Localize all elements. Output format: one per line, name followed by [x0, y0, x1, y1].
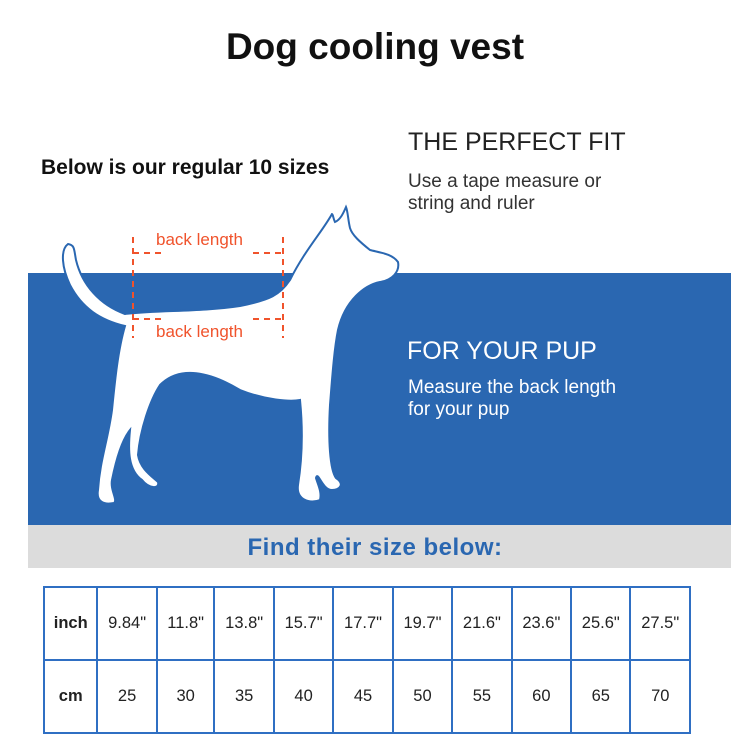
table-cell: 40	[272, 659, 335, 734]
for-pup-line: Measure the back length	[408, 377, 617, 398]
table-cell: 50	[391, 659, 454, 734]
find-size-heading: Find their size below:	[247, 534, 503, 561]
table-row-cm: cm 25 30 35 40 45 50 55 60 65 70	[42, 659, 691, 734]
perfect-fit-line: Use a tape measure or	[408, 171, 602, 192]
table-cell: 9.84"	[96, 586, 158, 661]
table-cell: 30	[155, 659, 216, 734]
back-length-measure	[132, 237, 284, 338]
back-length-label-bottom: back length	[156, 322, 243, 341]
perfect-fit-heading: THE PERFECT FIT	[408, 128, 626, 156]
subtitle: Below is our regular 10 sizes	[41, 156, 330, 179]
perfect-fit-line: string and ruler	[408, 193, 535, 214]
gray-band	[28, 525, 731, 568]
table-cell: 27.5"	[629, 586, 691, 661]
size-table: inch 9.84" 11.8" 13.8" 15.7" 17.7" 19.7"…	[42, 586, 691, 734]
for-pup-text: Measure the back length for your pup	[408, 377, 616, 421]
table-cell: 55	[451, 659, 513, 734]
table-cell: 21.6"	[451, 586, 513, 661]
table-cell: 25.6"	[570, 586, 632, 661]
table-cell: 60	[510, 659, 573, 734]
table-cell: 23.6"	[510, 586, 573, 661]
table-cell: 11.8"	[155, 586, 216, 661]
back-length-label-top: back length	[156, 230, 243, 249]
perfect-fit-text: Use a tape measure or string and ruler	[408, 171, 601, 215]
row-header: cm	[42, 659, 99, 734]
dog-silhouette-icon	[62, 204, 400, 505]
table-cell: 65	[570, 659, 632, 734]
for-pup-heading: FOR YOUR PUP	[407, 337, 597, 365]
table-cell: 25	[96, 659, 158, 734]
table-cell: 15.7"	[272, 586, 335, 661]
table-cell: 45	[332, 659, 394, 734]
page-title: Dog cooling vest	[225, 26, 525, 67]
row-header: inch	[42, 586, 99, 661]
table-cell: 13.8"	[213, 586, 275, 661]
table-cell: 70	[629, 659, 691, 734]
table-cell: 35	[213, 659, 275, 734]
table-cell: 17.7"	[332, 586, 394, 661]
table-cell: 19.7"	[391, 586, 454, 661]
table-row-inch: inch 9.84" 11.8" 13.8" 15.7" 17.7" 19.7"…	[42, 586, 691, 661]
for-pup-line: for your pup	[408, 399, 510, 420]
